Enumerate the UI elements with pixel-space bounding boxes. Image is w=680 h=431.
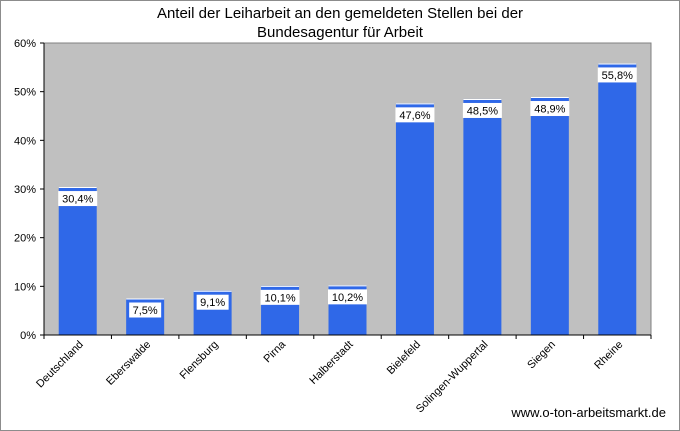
y-tick-label: 0% [20,330,36,342]
y-tick-label: 10% [14,281,36,293]
bar [598,63,637,335]
data-label: 47,6% [399,110,430,122]
x-tick-label: Eberswalde [104,339,153,388]
x-axis: Deutschland Eberswalde Flensburg Pirna Halbe… [34,334,652,416]
bars: 30,4% 7,5% 9,1% 10,1% 10,2% 47,6% 48,5% 48,9% 55… [58,63,637,336]
y-tick-label: 50% [14,87,36,99]
x-tick-label: Flensburg [178,339,221,382]
data-label: 30,4% [62,194,93,206]
bar [530,97,569,336]
data-label-box [58,191,98,207]
data-label-box [196,294,229,310]
data-label-box [530,101,570,117]
data-label: 10,1% [264,292,295,304]
bar [463,98,502,335]
data-label-box [260,289,300,305]
data-label: 7,5% [133,305,158,317]
y-tick-label: 60% [14,38,36,50]
data-label-box [597,67,637,83]
data-label-box [395,107,435,123]
source-credit: www.o-ton-arbeitsmarkt.de [511,405,666,420]
x-tick-label: Deutschland [34,339,86,391]
x-tick-label: Siegen [525,339,558,372]
x-tick-label: Solingen-Wuppertal [414,339,491,416]
chart-title: Anteil der Leiharbeit an den gemeldeten … [0,4,680,42]
data-label: 48,5% [467,105,498,117]
x-tick-label: Rheine [592,339,625,372]
y-tick-label: 40% [14,135,36,147]
data-label-box [328,289,367,305]
chart-title-line-2: Bundesagentur für Arbeit [257,24,423,41]
data-label-box [462,102,502,118]
chart-title-line-1: Anteil der Leiharbeit an den gemeldeten … [156,5,524,22]
x-tick-label: Halberstadt [307,339,355,387]
y-tick-label: 30% [14,184,36,196]
data-label-box [129,302,162,318]
data-label: 10,2% [332,292,363,304]
bar [395,103,434,335]
y-axis: 0% 10% 20% 30% 40% 50% 60% [14,38,45,342]
bar [58,187,97,335]
data-label: 55,8% [602,70,633,82]
y-tick-label: 20% [14,233,36,245]
data-label: 9,1% [200,297,225,309]
data-label: 48,9% [534,104,565,116]
x-tick-label: Bielefeld [385,339,423,377]
x-tick-label: Pirna [262,338,289,365]
